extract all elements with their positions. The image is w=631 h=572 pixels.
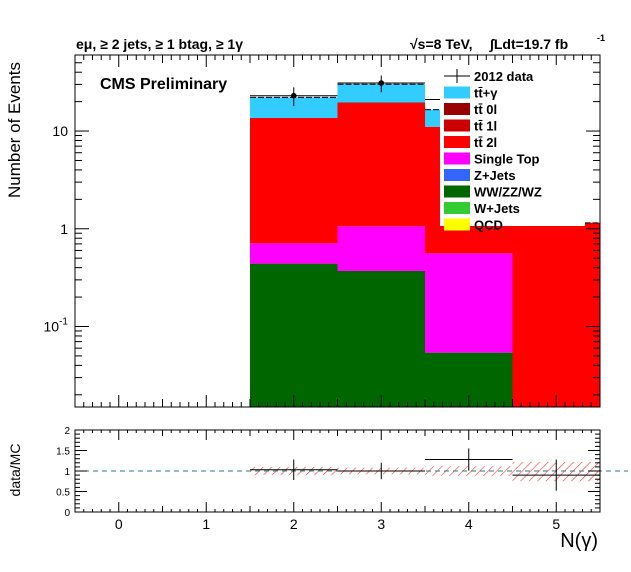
x-axis-label: N(γ) bbox=[560, 530, 598, 552]
legend-label: W+Jets bbox=[474, 201, 520, 216]
ratio-plot-area: 0 0.5 1 1.5 2 0 1 2 3 4 5 bbox=[56, 426, 628, 532]
stack-bar bbox=[250, 117, 338, 244]
lumi-exponent: -1 bbox=[597, 33, 605, 43]
stack-bar bbox=[250, 243, 338, 264]
legend-label: Single Top bbox=[474, 152, 540, 167]
selection-label: eμ, ≥ 2 jets, ≥ 1 btag, ≥ 1γ bbox=[76, 36, 243, 52]
main-plot-area: 10-1 1 10 bbox=[44, 54, 601, 408]
ratio-y-tick-label: 1.5 bbox=[56, 447, 70, 458]
stack-bar bbox=[337, 103, 425, 227]
energy-label: √s=8 TeV, bbox=[410, 36, 473, 52]
x-tick-label: 5 bbox=[552, 516, 560, 532]
legend-label: 2012 data bbox=[474, 69, 534, 84]
x-tick-label: 4 bbox=[465, 516, 473, 532]
legend-swatch bbox=[444, 86, 470, 99]
y-axis-label: Number of Events bbox=[5, 62, 24, 198]
y-tick-label: 10 bbox=[52, 123, 68, 139]
y-tick-label: 10-1 bbox=[44, 316, 69, 334]
data-point bbox=[290, 92, 297, 99]
legend-swatch bbox=[444, 119, 470, 132]
lumi-label: ∫Ldt=19.7 fb bbox=[489, 36, 568, 53]
legend-label: tt̄ 1l bbox=[474, 119, 497, 134]
data-point bbox=[378, 80, 385, 86]
x-tick-label: 2 bbox=[290, 516, 298, 532]
ratio-y-tick-label: 0.5 bbox=[56, 488, 70, 499]
stack-bar bbox=[337, 102, 425, 104]
ratio-y-tick-label: 0 bbox=[64, 508, 70, 519]
legend-label: tt̄ 2l bbox=[474, 135, 497, 150]
stack-bar bbox=[337, 226, 425, 271]
legend-swatch bbox=[444, 136, 470, 148]
cms-label: CMS Preliminary bbox=[100, 76, 227, 93]
legend-label: tt̄+γ bbox=[474, 86, 498, 101]
legend-swatch bbox=[444, 152, 470, 165]
stack-bar bbox=[337, 270, 425, 407]
x-tick-label: 0 bbox=[115, 516, 123, 532]
stack-bar bbox=[250, 263, 338, 407]
stack-bar bbox=[512, 222, 600, 407]
legend-swatch bbox=[444, 218, 470, 231]
legend-label: WW/ZZ/WZ bbox=[474, 185, 542, 200]
stack-bar bbox=[425, 253, 513, 353]
y-tick-label: 1 bbox=[60, 221, 68, 237]
legend-swatch bbox=[444, 169, 470, 181]
ratio-y-tick-label: 1 bbox=[64, 467, 70, 478]
legend-swatch bbox=[444, 202, 470, 214]
ratio-y-tick-label: 2 bbox=[64, 426, 70, 437]
uncertainty-band bbox=[425, 466, 513, 476]
x-tick-label: 3 bbox=[377, 516, 385, 532]
x-tick-label: 1 bbox=[202, 516, 210, 532]
legend-label: Z+Jets bbox=[474, 168, 516, 183]
legend-swatch bbox=[444, 103, 470, 115]
legend-label: QCD bbox=[474, 218, 503, 233]
ratio-y-axis-label: data/MC bbox=[7, 444, 23, 497]
legend-label: tt̄ 0l bbox=[474, 102, 497, 117]
stack-bar bbox=[250, 97, 338, 118]
stack-bar bbox=[337, 84, 425, 103]
legend-swatch bbox=[444, 185, 470, 198]
